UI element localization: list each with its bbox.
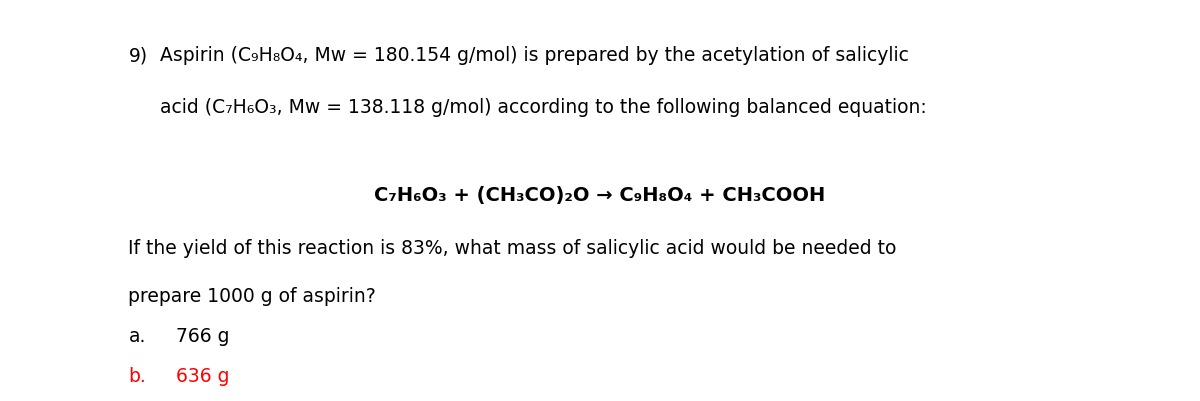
Text: b.: b. [128,367,146,386]
Text: a.: a. [128,327,145,346]
Text: 766 g: 766 g [176,327,230,346]
Text: C₇H₆O₃ + (CH₃CO)₂O → C₉H₈O₄ + CH₃COOH: C₇H₆O₃ + (CH₃CO)₂O → C₉H₈O₄ + CH₃COOH [374,186,826,205]
Text: If the yield of this reaction is 83%, what mass of salicylic acid would be neede: If the yield of this reaction is 83%, wh… [128,239,896,257]
Text: acid (C₇H₆O₃, Mw = 138.118 g/mol) according to the following balanced equation:: acid (C₇H₆O₃, Mw = 138.118 g/mol) accord… [160,98,926,117]
Text: 9): 9) [128,46,148,65]
Text: 636 g: 636 g [176,367,230,386]
Text: prepare 1000 g of aspirin?: prepare 1000 g of aspirin? [128,287,376,306]
Text: Aspirin (C₉H₈O₄, Mw = 180.154 g/mol) is prepared by the acetylation of salicylic: Aspirin (C₉H₈O₄, Mw = 180.154 g/mol) is … [160,46,908,65]
